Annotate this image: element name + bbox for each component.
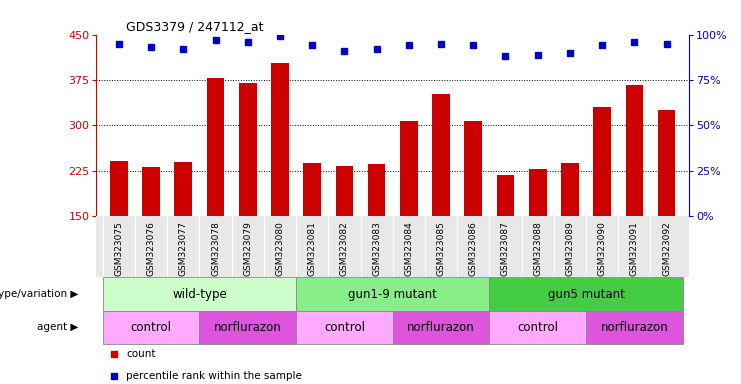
Bar: [496, 175, 514, 216]
Bar: [207, 78, 225, 216]
Bar: [103, 277, 296, 311]
Bar: [174, 162, 192, 216]
Text: GDS3379 / 247112_at: GDS3379 / 247112_at: [126, 20, 264, 33]
Bar: [400, 121, 418, 216]
Bar: [296, 277, 489, 311]
Text: GSM323077: GSM323077: [179, 221, 187, 276]
Bar: [368, 164, 385, 216]
Text: GSM323087: GSM323087: [501, 221, 510, 276]
Text: GSM323086: GSM323086: [469, 221, 478, 276]
Text: GSM323091: GSM323091: [630, 221, 639, 276]
Bar: [271, 63, 289, 216]
Bar: [529, 169, 547, 216]
Text: control: control: [324, 321, 365, 334]
Bar: [296, 311, 393, 344]
Text: GSM323078: GSM323078: [211, 221, 220, 276]
Text: gun5 mutant: gun5 mutant: [548, 288, 625, 301]
Bar: [489, 277, 682, 311]
Text: GSM323075: GSM323075: [114, 221, 124, 276]
Bar: [465, 121, 482, 216]
Text: control: control: [517, 321, 558, 334]
Text: count: count: [126, 349, 156, 359]
Text: GSM323092: GSM323092: [662, 221, 671, 276]
Text: GSM323084: GSM323084: [405, 221, 413, 276]
Bar: [586, 311, 682, 344]
Text: GSM323076: GSM323076: [147, 221, 156, 276]
Bar: [658, 110, 676, 216]
Bar: [594, 107, 611, 216]
Text: GSM323080: GSM323080: [276, 221, 285, 276]
Text: gun1-9 mutant: gun1-9 mutant: [348, 288, 437, 301]
Bar: [110, 161, 127, 216]
Bar: [561, 163, 579, 216]
Bar: [239, 83, 256, 216]
Text: GSM323090: GSM323090: [598, 221, 607, 276]
Bar: [432, 94, 450, 216]
Bar: [303, 163, 321, 216]
Bar: [489, 311, 586, 344]
Bar: [625, 85, 643, 216]
Bar: [199, 311, 296, 344]
Text: GSM323089: GSM323089: [565, 221, 574, 276]
Text: GSM323085: GSM323085: [436, 221, 445, 276]
Text: genotype/variation ▶: genotype/variation ▶: [0, 289, 79, 299]
Text: percentile rank within the sample: percentile rank within the sample: [126, 371, 302, 381]
Text: GSM323088: GSM323088: [534, 221, 542, 276]
Bar: [393, 311, 489, 344]
Text: GSM323081: GSM323081: [308, 221, 316, 276]
Text: GSM323083: GSM323083: [372, 221, 381, 276]
Text: control: control: [130, 321, 172, 334]
Text: agent ▶: agent ▶: [37, 322, 79, 332]
Text: norflurazon: norflurazon: [214, 321, 282, 334]
Text: norflurazon: norflurazon: [600, 321, 668, 334]
Text: norflurazon: norflurazon: [408, 321, 475, 334]
Text: GSM323082: GSM323082: [340, 221, 349, 276]
Bar: [142, 167, 160, 216]
Text: GSM323079: GSM323079: [243, 221, 252, 276]
Text: wild-type: wild-type: [172, 288, 227, 301]
Bar: [336, 166, 353, 216]
Bar: [103, 311, 199, 344]
